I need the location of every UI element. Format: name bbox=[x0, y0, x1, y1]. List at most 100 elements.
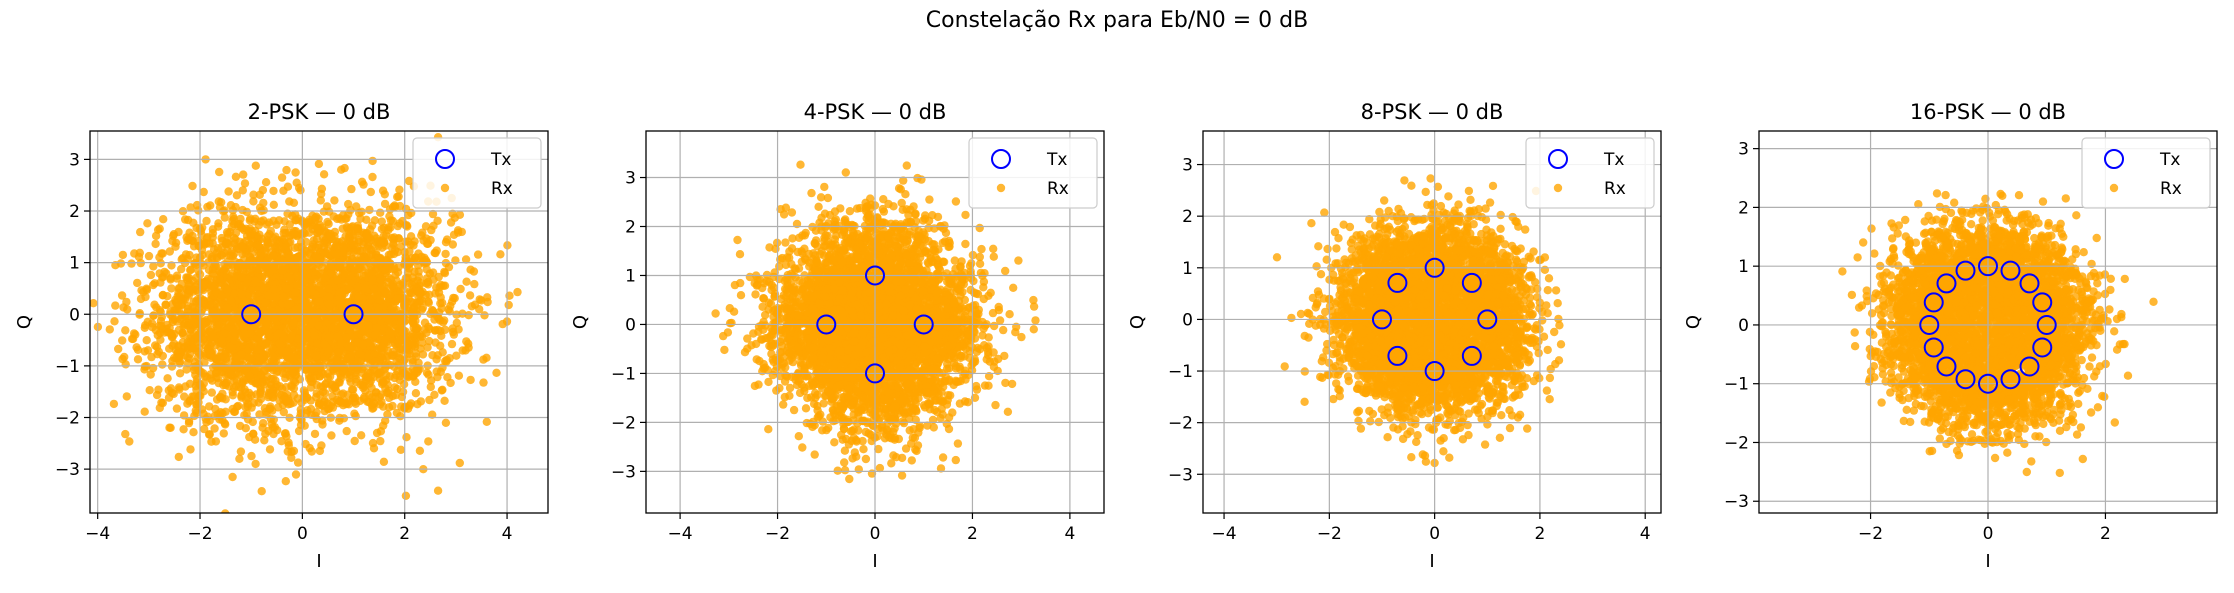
rx-point bbox=[396, 445, 406, 454]
rx-point bbox=[253, 345, 263, 354]
rx-point bbox=[464, 339, 473, 348]
rx-point bbox=[217, 291, 226, 301]
rx-point bbox=[283, 182, 293, 191]
rx-point bbox=[399, 285, 408, 294]
rx-point bbox=[210, 424, 219, 433]
rx-point bbox=[269, 285, 279, 294]
rx-point bbox=[330, 196, 339, 205]
legend-tx-marker bbox=[435, 149, 455, 169]
rx-point bbox=[385, 315, 394, 324]
rx-point bbox=[239, 170, 248, 179]
rx-point bbox=[354, 292, 364, 302]
rx-point bbox=[293, 458, 303, 467]
legend-rx-marker bbox=[440, 183, 450, 193]
rx-point bbox=[433, 486, 443, 495]
rx-point bbox=[231, 235, 240, 244]
rx-point bbox=[344, 199, 353, 209]
rx-point bbox=[251, 379, 260, 388]
rx-point bbox=[264, 328, 273, 337]
rx-point bbox=[237, 321, 246, 330]
rx-point bbox=[319, 239, 328, 248]
rx-point bbox=[238, 186, 247, 195]
rx-point bbox=[146, 370, 155, 379]
rx-point bbox=[418, 338, 427, 347]
rx-point bbox=[205, 430, 214, 439]
rx-point bbox=[261, 407, 271, 417]
rx-point bbox=[167, 284, 176, 293]
rx-point bbox=[238, 281, 247, 290]
rx-point bbox=[282, 165, 291, 175]
rx-point bbox=[399, 380, 409, 389]
rx-point bbox=[125, 437, 134, 446]
rx-point bbox=[314, 282, 324, 291]
rx-point bbox=[220, 213, 229, 222]
rx-point bbox=[840, 466, 850, 475]
rx-point bbox=[370, 330, 379, 340]
rx-point bbox=[384, 403, 394, 412]
rx-point bbox=[223, 229, 233, 238]
rx-point bbox=[324, 284, 333, 293]
rx-point bbox=[419, 236, 428, 245]
rx-point bbox=[289, 390, 299, 400]
rx-point bbox=[245, 224, 255, 233]
rx-point bbox=[151, 231, 161, 241]
rx-point bbox=[358, 381, 367, 390]
rx-point bbox=[378, 186, 388, 195]
rx-point bbox=[329, 212, 338, 221]
rx-point bbox=[277, 311, 286, 320]
rx-point bbox=[440, 396, 449, 405]
rx-point bbox=[364, 303, 373, 312]
rx-point bbox=[402, 433, 411, 442]
rx-point bbox=[285, 254, 294, 263]
rx-point bbox=[357, 431, 366, 440]
rx-point bbox=[350, 409, 359, 418]
rx-cloud bbox=[711, 160, 1040, 484]
rx-point bbox=[268, 352, 277, 361]
rx-point bbox=[390, 383, 399, 392]
rx-point bbox=[220, 248, 229, 258]
rx-point bbox=[142, 336, 151, 345]
rx-point bbox=[936, 464, 946, 473]
rx-point bbox=[363, 368, 373, 377]
rx-point bbox=[999, 325, 1008, 335]
rx-point bbox=[154, 347, 163, 356]
rx-point bbox=[109, 399, 119, 409]
rx-point bbox=[425, 269, 435, 278]
rx-point bbox=[215, 167, 224, 177]
rx-point bbox=[352, 375, 361, 384]
rx-point bbox=[192, 400, 202, 409]
rx-point bbox=[268, 344, 277, 354]
rx-point bbox=[320, 273, 330, 282]
rx-point bbox=[183, 399, 192, 408]
rx-point bbox=[433, 351, 442, 360]
rx-point bbox=[452, 351, 461, 360]
rx-point bbox=[397, 315, 407, 325]
rx-point bbox=[447, 339, 457, 349]
rx-point bbox=[219, 311, 229, 320]
rx-point bbox=[231, 172, 241, 181]
rx-point bbox=[377, 379, 387, 389]
rx-point bbox=[440, 281, 450, 290]
rx-point bbox=[118, 250, 128, 260]
rx-point bbox=[234, 401, 243, 411]
rx-point bbox=[191, 318, 200, 328]
rx-point bbox=[376, 296, 385, 305]
rx-point bbox=[151, 341, 160, 350]
rx-point bbox=[214, 302, 224, 311]
rx-point bbox=[336, 374, 345, 383]
rx-point bbox=[342, 426, 351, 436]
rx-point bbox=[143, 219, 152, 228]
rx-point bbox=[415, 446, 425, 455]
rx-point bbox=[208, 264, 218, 274]
rx-point bbox=[338, 237, 347, 246]
rx-point bbox=[395, 349, 404, 358]
x-tick-label: −4 bbox=[85, 524, 110, 544]
rx-point bbox=[300, 276, 309, 286]
rx-point bbox=[317, 184, 327, 193]
rx-point bbox=[296, 229, 305, 239]
rx-point bbox=[307, 410, 316, 419]
rx-point bbox=[219, 429, 228, 438]
rx-point bbox=[364, 321, 373, 330]
rx-point bbox=[324, 300, 334, 309]
